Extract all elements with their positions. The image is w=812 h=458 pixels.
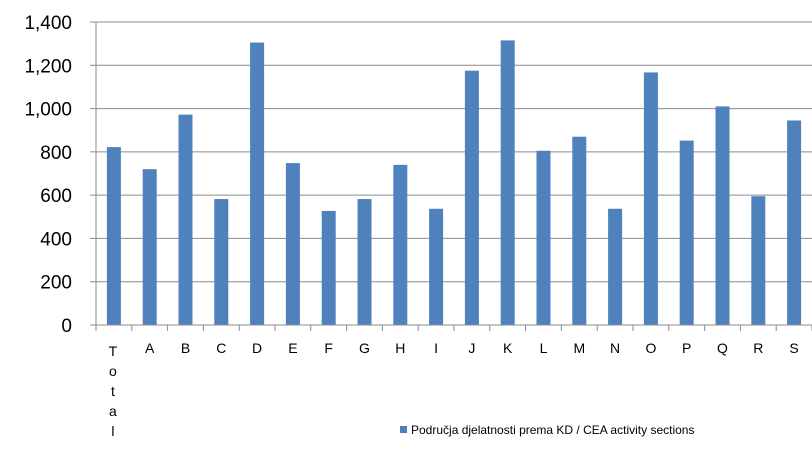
y-tick-label: 600 [40, 186, 72, 207]
axes [95, 22, 812, 326]
x-tick-label: O [645, 340, 656, 356]
bar-f [321, 210, 336, 325]
bar-k [500, 40, 515, 326]
legend: Područja djelatnosti prema KD / CEA acti… [400, 423, 694, 437]
bar-j [464, 70, 479, 325]
x-tick-label: Q [717, 340, 728, 356]
x-tick-label: D [252, 340, 262, 356]
bar-n [608, 208, 623, 325]
x-tick-label: N [610, 340, 620, 356]
x-tick-label: P [682, 340, 691, 356]
bar-l [536, 150, 551, 325]
x-tick-label: G [359, 340, 370, 356]
bar-h [393, 164, 408, 325]
bar-g [357, 199, 372, 325]
bar-i [429, 208, 444, 325]
bar-a [142, 169, 157, 325]
legend-label: Područja djelatnosti prema KD / CEA acti… [411, 423, 694, 437]
x-tick-label: K [503, 340, 513, 356]
y-tick-label: 0 [61, 316, 72, 337]
bar-b [178, 114, 193, 325]
x-tick-label: E [288, 340, 297, 356]
bar-m [572, 136, 587, 325]
y-tick-label: 1,400 [24, 13, 72, 34]
x-tick-label: L [540, 340, 548, 356]
y-tick-label: 1,000 [24, 100, 72, 121]
y-tick-label: 200 [40, 273, 72, 294]
y-tick-label: 1,200 [24, 56, 72, 77]
bar-p [679, 140, 694, 325]
x-tick-label: C [216, 340, 226, 356]
bar-c [214, 199, 229, 325]
x-tick-label: J [468, 340, 475, 356]
x-tick-label: I [434, 340, 438, 356]
gridlines [96, 21, 812, 283]
x-tick-label: S [789, 340, 798, 356]
legend-swatch [400, 426, 407, 433]
bars [106, 40, 802, 326]
y-tick-label: 800 [40, 143, 72, 164]
x-tick-label: A [145, 340, 155, 356]
bar-s [787, 120, 802, 325]
x-tick-label: R [753, 340, 763, 356]
bar-e [285, 163, 300, 325]
x-tick-label: B [181, 340, 190, 356]
bar-total [106, 147, 121, 325]
x-tick-label: F [324, 340, 333, 356]
bar-d [250, 42, 265, 325]
bar-q [715, 106, 730, 326]
bar-r [751, 196, 766, 325]
y-tick-label: 400 [40, 229, 72, 250]
y-axis-ticks: 0 200 400 600 800 1,000 1,200 1,400 [24, 13, 96, 337]
x-tick-label: M [573, 340, 585, 356]
bar-o [643, 72, 658, 325]
x-tick-label: H [395, 340, 405, 356]
